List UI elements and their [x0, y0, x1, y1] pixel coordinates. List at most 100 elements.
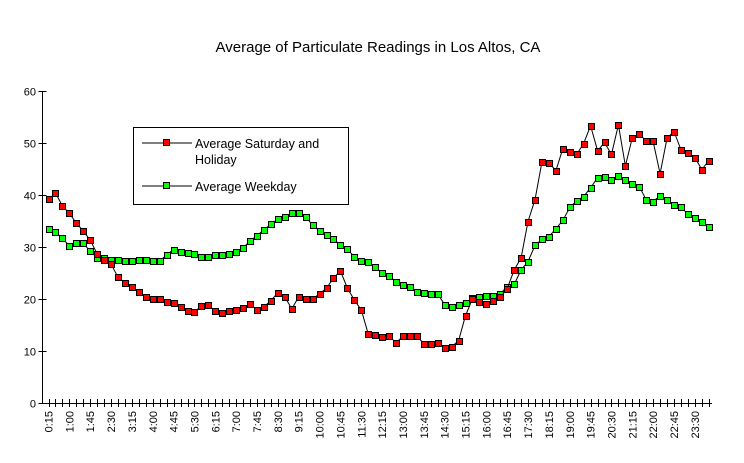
data-point: [358, 307, 365, 314]
x-tick-label: 10:45: [335, 411, 347, 439]
data-point: [330, 275, 337, 282]
data-point: [73, 240, 80, 247]
x-tick-label: 16:45: [502, 411, 514, 439]
data-point: [122, 280, 129, 287]
data-point: [449, 344, 456, 351]
data-point: [435, 340, 442, 347]
x-tick-label: 18:15: [544, 411, 556, 439]
legend-marker-saturday: [163, 139, 170, 146]
data-point: [219, 310, 226, 317]
data-point: [622, 177, 629, 184]
data-point: [664, 197, 671, 204]
data-point: [282, 214, 289, 221]
legend: Average Saturday and Holiday Average Wee…: [133, 127, 349, 205]
data-point: [699, 167, 706, 174]
data-point: [87, 237, 94, 244]
data-point: [706, 224, 713, 231]
data-point: [546, 234, 553, 241]
data-point: [191, 309, 198, 316]
data-point: [324, 232, 331, 239]
x-tick-label: 23:30: [690, 411, 702, 439]
data-point: [400, 282, 407, 289]
data-point: [358, 258, 365, 265]
data-point: [435, 291, 442, 298]
data-point: [636, 131, 643, 138]
data-point: [212, 252, 219, 259]
data-point: [296, 294, 303, 301]
data-point: [303, 214, 310, 221]
y-tick-label: 30: [24, 243, 36, 255]
data-point: [212, 308, 219, 315]
data-point: [115, 274, 122, 281]
y-tick-label: 0: [30, 399, 36, 411]
data-point: [525, 219, 532, 226]
data-point: [324, 285, 331, 292]
data-point: [518, 267, 525, 274]
data-point: [80, 228, 87, 235]
chart-title: Average of Particulate Readings in Los A…: [216, 39, 541, 56]
data-point: [171, 300, 178, 307]
data-point: [421, 290, 428, 297]
data-point: [59, 203, 66, 210]
data-point: [136, 289, 143, 296]
x-tick-label: 10:00: [315, 411, 327, 439]
data-point: [650, 138, 657, 145]
data-point: [240, 245, 247, 252]
x-tick-label: 15:15: [461, 411, 473, 439]
data-point: [185, 308, 192, 315]
data-point: [678, 147, 685, 154]
data-point: [261, 227, 268, 234]
data-point: [456, 302, 463, 309]
data-point: [87, 248, 94, 255]
data-point: [497, 294, 504, 301]
data-point: [664, 135, 671, 142]
data-point: [428, 291, 435, 298]
data-point: [400, 333, 407, 340]
data-point: [52, 190, 59, 197]
data-point: [539, 236, 546, 243]
data-point: [414, 333, 421, 340]
x-tick-label: 20:30: [606, 411, 618, 439]
data-point: [595, 148, 602, 155]
data-point: [115, 257, 122, 264]
data-point: [685, 211, 692, 218]
data-point: [532, 197, 539, 204]
y-tick-label: 50: [24, 139, 36, 151]
data-point: [303, 296, 310, 303]
y-tick-label: 20: [24, 295, 36, 307]
data-point: [205, 302, 212, 309]
data-point: [622, 163, 629, 170]
data-point: [198, 303, 205, 310]
data-point: [671, 202, 678, 209]
data-point: [129, 284, 136, 291]
y-tick-label: 60: [24, 87, 36, 99]
data-point: [129, 258, 136, 265]
data-point: [643, 197, 650, 204]
data-point: [636, 184, 643, 191]
data-point: [629, 181, 636, 188]
data-point: [386, 273, 393, 280]
data-point: [275, 290, 282, 297]
x-tick-label: 13:45: [419, 411, 431, 439]
x-tick-label: 14:30: [440, 411, 452, 439]
data-point: [595, 175, 602, 182]
data-point: [657, 171, 664, 178]
data-point: [511, 281, 518, 288]
data-point: [219, 252, 226, 259]
data-point: [463, 313, 470, 320]
data-point: [442, 302, 449, 309]
data-point: [567, 204, 574, 211]
data-point: [629, 135, 636, 142]
data-point: [685, 150, 692, 157]
data-point: [94, 251, 101, 258]
y-tick-label: 10: [24, 347, 36, 359]
data-point: [344, 246, 351, 253]
data-point: [317, 291, 324, 298]
data-point: [483, 293, 490, 300]
data-point: [602, 139, 609, 146]
data-point: [66, 210, 73, 217]
legend-label-saturday: Average Saturday and: [195, 137, 319, 151]
data-point: [671, 129, 678, 136]
data-point: [46, 196, 53, 203]
data-point: [386, 333, 393, 340]
